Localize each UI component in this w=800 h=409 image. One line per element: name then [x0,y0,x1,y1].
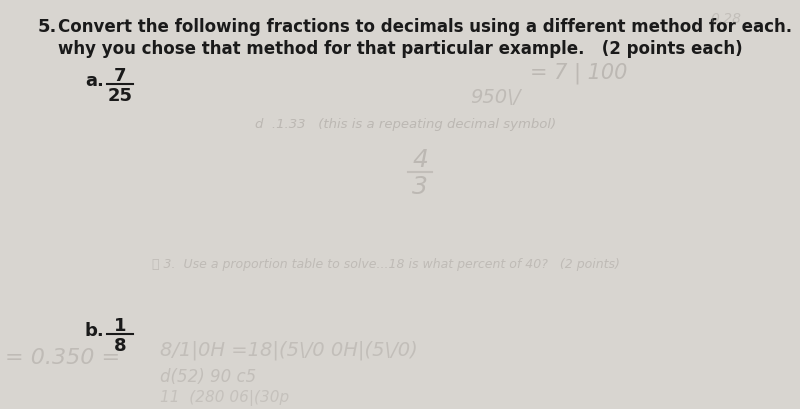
Text: 25: 25 [107,87,133,105]
Text: 7: 7 [114,67,126,85]
Text: d(52) 90 c5: d(52) 90 c5 [160,368,256,386]
Text: 0.28: 0.28 [710,12,741,26]
Text: 5.: 5. [38,18,58,36]
Text: = 0.350 =: = 0.350 = [5,348,120,368]
Text: 1: 1 [114,317,126,335]
Text: 11  (280 06|(30p: 11 (280 06|(30p [160,390,289,406]
Text: Convert the following fractions to decimals using a different method for each.  : Convert the following fractions to decim… [58,18,800,36]
Text: d  .1.33   (this is a repeating decimal symbol): d .1.33 (this is a repeating decimal sym… [255,118,556,131]
Text: b.: b. [85,322,105,340]
Text: ⃣ 3.  Use a proportion table to solve...18 is what percent of 40?   (2 points): ⃣ 3. Use a proportion table to solve...1… [152,258,620,271]
Text: 950\/: 950\/ [470,88,520,107]
Text: a.: a. [85,72,104,90]
Text: 8: 8 [114,337,126,355]
Text: 4: 4 [412,148,428,172]
Text: why you chose that method for that particular example.   (2 points each): why you chose that method for that parti… [58,40,742,58]
Text: = 7 | 100: = 7 | 100 [530,62,627,83]
Text: 8/1|0H =18|(5\/0 0H|(5\/0): 8/1|0H =18|(5\/0 0H|(5\/0) [160,340,418,360]
Text: 3: 3 [412,175,428,199]
